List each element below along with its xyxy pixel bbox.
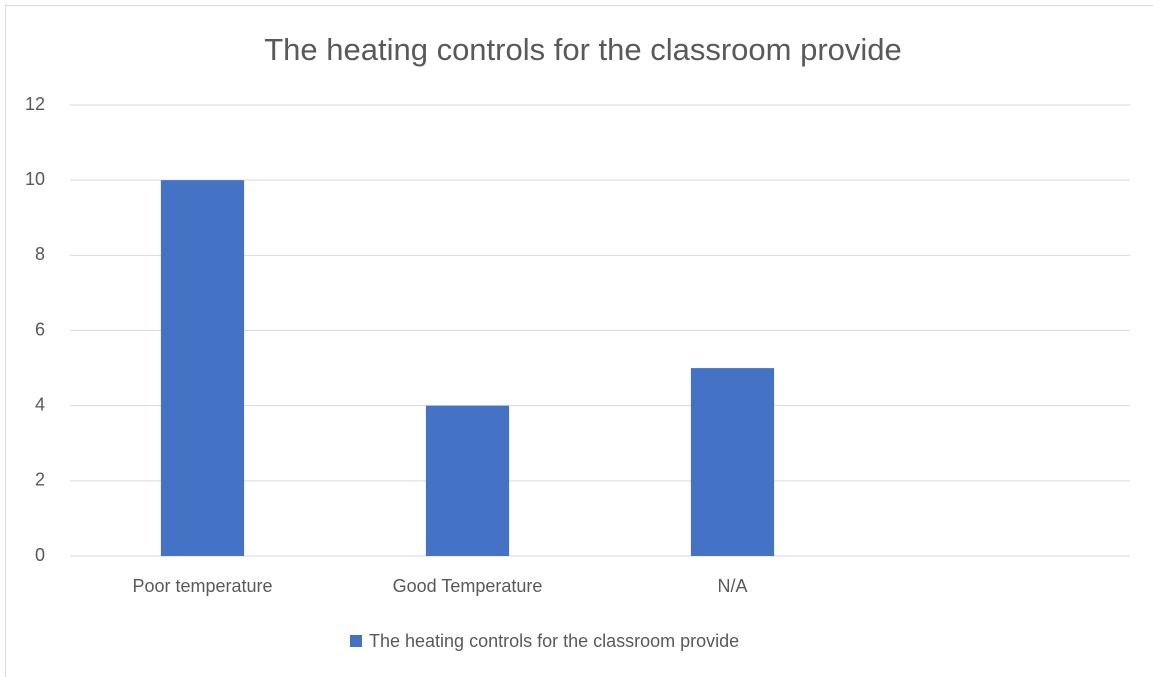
y-tick-label: 12 bbox=[25, 94, 45, 114]
y-tick-label: 0 bbox=[35, 545, 45, 565]
chart-title: The heating controls for the classroom p… bbox=[264, 32, 902, 67]
y-tick-label: 6 bbox=[35, 319, 45, 339]
y-tick-label: 4 bbox=[35, 394, 45, 414]
y-tick-label: 10 bbox=[25, 169, 45, 189]
y-tick-label: 8 bbox=[35, 244, 45, 264]
bar bbox=[160, 180, 245, 556]
y-tick-label: 2 bbox=[35, 470, 45, 490]
x-tick-label: N/A bbox=[717, 576, 747, 596]
x-tick-label: Good Temperature bbox=[393, 576, 543, 596]
bar bbox=[425, 405, 510, 556]
bar bbox=[690, 368, 775, 556]
x-tick-label: Poor temperature bbox=[132, 576, 272, 596]
legend-label: The heating controls for the classroom p… bbox=[369, 631, 739, 651]
legend-swatch bbox=[350, 635, 362, 647]
